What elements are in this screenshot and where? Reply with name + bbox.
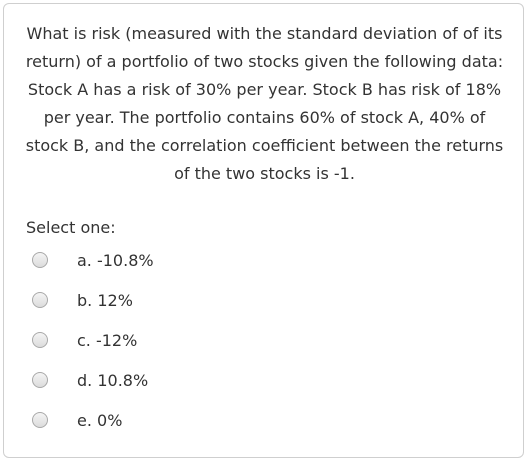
question-text: What is risk (measured with the standard…: [25, 24, 504, 183]
radio-button-b[interactable]: [32, 292, 48, 308]
answer-option-label[interactable]: d. 10.8%: [77, 371, 149, 390]
select-one-prompt: Select one:: [26, 218, 116, 237]
answer-option-label[interactable]: e. 0%: [77, 411, 123, 430]
radio-button-a[interactable]: [32, 252, 48, 268]
radio-button-c[interactable]: [32, 332, 48, 348]
answer-option-label[interactable]: a. -10.8%: [77, 251, 154, 270]
answer-option-label[interactable]: b. 12%: [77, 291, 133, 310]
answer-option-label[interactable]: c. -12%: [77, 331, 138, 350]
radio-button-d[interactable]: [32, 372, 48, 388]
radio-button-e[interactable]: [32, 412, 48, 428]
question-card: What is risk (measured with the standard…: [3, 3, 524, 458]
